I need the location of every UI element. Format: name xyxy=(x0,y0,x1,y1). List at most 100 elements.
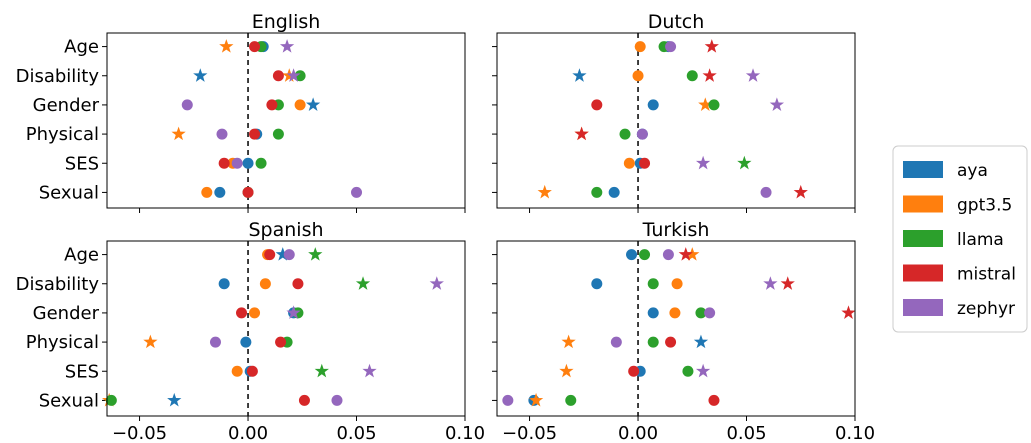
y-tick-label: SES xyxy=(65,153,99,174)
y-tick-label: Age xyxy=(64,37,99,58)
y-tick-label: Age xyxy=(64,245,99,266)
y-tick-label: Gender xyxy=(33,303,100,324)
y-tick-label: Physical xyxy=(26,124,99,145)
point-llama-circle xyxy=(708,99,720,111)
point-zephyr-circle xyxy=(231,157,243,169)
point-zephyr-star xyxy=(286,68,301,82)
point-llama-circle xyxy=(105,394,117,406)
point-mistral-circle xyxy=(272,70,284,82)
point-zephyr-star xyxy=(769,97,785,111)
y-tick-label: Disability xyxy=(16,66,100,87)
point-mistral-circle xyxy=(292,278,304,290)
point-aya-circle xyxy=(647,307,659,319)
point-zephyr-star xyxy=(695,363,711,378)
point-mistral-circle xyxy=(628,365,640,377)
point-aya-star xyxy=(167,392,182,407)
panel-title: Dutch xyxy=(648,11,705,33)
panel-frame xyxy=(106,240,466,417)
point-mistral-circle xyxy=(275,336,287,348)
point-zephyr-star xyxy=(763,276,778,290)
point-zephyr-star xyxy=(745,68,761,82)
point-gpt35-circle xyxy=(201,186,213,198)
point-zephyr-circle xyxy=(636,128,648,140)
legend-label-aya: aya xyxy=(957,161,988,181)
point-mistral-circle xyxy=(218,157,230,169)
point-zephyr-star xyxy=(279,39,295,53)
panel-spanish: Spanish Age Disability Gender Physical SES Sex… xyxy=(16,219,485,443)
legend-swatch xyxy=(903,195,943,213)
point-llama-star xyxy=(355,276,371,290)
point-mistral-circle xyxy=(639,157,651,169)
point-llama-circle xyxy=(294,70,306,82)
point-mistral-star xyxy=(793,184,808,199)
point-zephyr-star xyxy=(362,363,377,378)
point-aya-star xyxy=(275,247,290,261)
point-mistral-circle xyxy=(264,249,276,261)
y-tick-label: Physical xyxy=(26,332,99,353)
x-tick-label: 0.00 xyxy=(228,423,268,443)
point-zephyr-circle xyxy=(502,394,514,406)
point-gpt35-circle xyxy=(259,278,271,290)
y-tick-label: SES xyxy=(65,361,99,382)
point-gpt35-star xyxy=(561,334,576,349)
point-aya-circle xyxy=(608,186,620,198)
x-tick-label: 0.05 xyxy=(336,423,376,443)
point-mistral-star xyxy=(841,305,856,319)
point-llama-circle xyxy=(272,128,284,140)
legend-swatch xyxy=(903,264,943,282)
point-mistral-circle xyxy=(249,128,261,140)
x-tick-label: 0.05 xyxy=(726,423,766,443)
panel-frame xyxy=(496,240,856,417)
point-mistral-star xyxy=(574,126,589,141)
point-zephyr-circle xyxy=(331,394,343,406)
point-aya-circle xyxy=(240,336,252,348)
point-aya-star xyxy=(693,334,709,349)
point-llama-star xyxy=(308,247,323,261)
y-tick-label: Gender xyxy=(33,95,100,116)
point-aya-circle xyxy=(626,249,638,261)
panel-frame xyxy=(496,32,856,209)
point-aya-star xyxy=(305,97,321,111)
point-zephyr-circle xyxy=(704,307,716,319)
point-gpt35-circle xyxy=(623,157,635,169)
panel-dutch: Dutch xyxy=(492,11,856,213)
point-gpt35-circle xyxy=(249,307,261,319)
panel-title: Turkish xyxy=(642,219,710,241)
point-mistral-circle xyxy=(665,336,677,348)
panel-title: Spanish xyxy=(248,219,323,241)
point-gpt35-circle xyxy=(671,278,683,290)
point-gpt35-star xyxy=(219,39,234,53)
legend-label-gpt35: gpt3.5 xyxy=(957,196,1012,216)
point-gpt35-circle xyxy=(669,307,681,319)
point-gpt35-circle xyxy=(632,70,644,82)
point-zephyr-star xyxy=(695,155,711,170)
legend-label-mistral: mistral xyxy=(957,265,1016,285)
point-zephyr-circle xyxy=(283,249,295,261)
point-zephyr-circle xyxy=(760,186,772,198)
x-tick-label: 0.10 xyxy=(835,423,875,443)
point-llama-circle xyxy=(591,186,603,198)
point-zephyr-star xyxy=(429,276,444,290)
x-tick-label: −0.05 xyxy=(502,423,557,443)
point-gpt35-circle xyxy=(231,365,243,377)
legend-swatch xyxy=(903,299,943,316)
point-aya-circle xyxy=(218,278,230,290)
point-llama-circle xyxy=(647,278,659,290)
point-mistral-star xyxy=(678,247,693,261)
point-llama-circle xyxy=(686,70,698,82)
point-llama-circle xyxy=(647,336,659,348)
point-llama-circle xyxy=(639,249,651,261)
point-zephyr-circle xyxy=(665,41,677,53)
point-zephyr-star xyxy=(286,305,301,319)
point-zephyr-circle xyxy=(351,186,363,198)
point-mistral-circle xyxy=(236,307,248,319)
point-mistral-star xyxy=(704,39,719,53)
y-tick-label: Disability xyxy=(16,274,100,295)
point-zephyr-circle xyxy=(610,336,622,348)
point-zephyr-circle xyxy=(662,249,674,261)
x-tick-label: −0.05 xyxy=(112,423,167,443)
point-aya-circle xyxy=(214,186,226,198)
point-gpt35-star xyxy=(143,334,158,349)
panel-turkish: Turkish −0.05 0.00 0.05 0.10 xyxy=(492,219,875,443)
